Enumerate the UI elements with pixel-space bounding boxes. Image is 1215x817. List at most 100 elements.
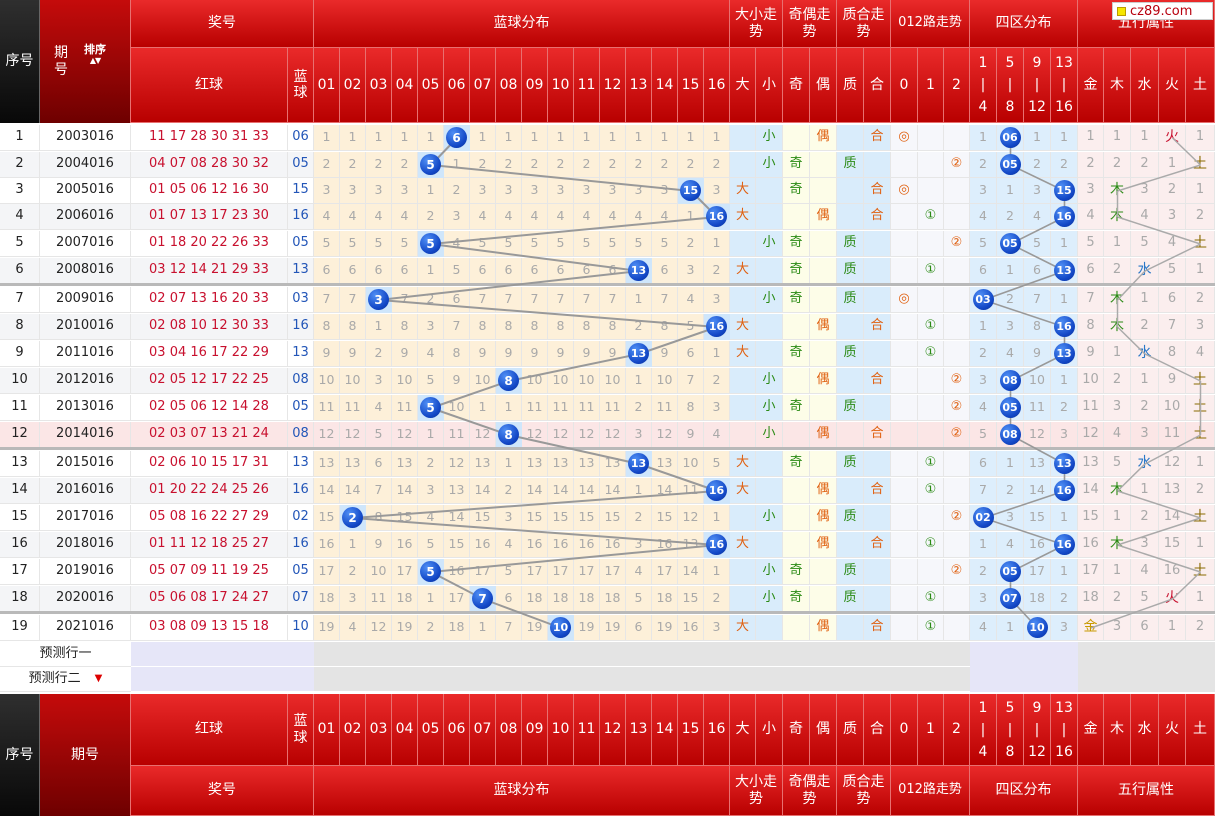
bottom-seq-header: 序号: [0, 694, 40, 816]
blue-miss-cell: 4: [522, 204, 548, 230]
top-num-header-07: 07: [470, 48, 496, 123]
blue-miss-cell: 6: [340, 258, 366, 284]
blue-miss-cell: 9: [652, 341, 678, 367]
blue-miss-cell: 1: [470, 125, 496, 151]
bigsmall-cell: [756, 451, 783, 477]
primecomp-cell: 合: [864, 422, 891, 448]
predict-row-2-grid[interactable]: [314, 667, 970, 692]
predict-row-2-elem[interactable]: [1078, 667, 1215, 692]
primecomp-cell: [864, 231, 891, 257]
oddeven-cell: [810, 152, 837, 178]
primecomp-cell: [864, 559, 891, 585]
element-cell: 土: [1186, 505, 1215, 531]
route012-cell: ◎: [891, 287, 918, 313]
blue-miss-cell: 3: [678, 258, 704, 284]
top-zone-header-0: 1 | 4: [970, 48, 997, 123]
blue-miss-cell: 2: [652, 152, 678, 178]
blue-miss-cell: 2: [704, 586, 730, 612]
element-cell: 水: [1131, 258, 1159, 284]
top-num-header-09: 09: [522, 48, 548, 123]
bigsmall-cell: [756, 204, 783, 230]
blue-miss-cell: 5: [418, 368, 444, 394]
blue-miss-cell: 7: [392, 287, 418, 313]
zone-cell: 2: [1024, 152, 1051, 178]
element-cell: 10: [1159, 395, 1186, 421]
blue-miss-cell: 3: [444, 204, 470, 230]
primecomp-cell: 合: [864, 314, 891, 340]
blue-miss-cell: 6: [548, 258, 574, 284]
top-fourzone-header: 四区分布: [970, 0, 1078, 48]
element-cell: 1: [1131, 368, 1159, 394]
predict-row-1-input-area[interactable]: [131, 642, 314, 667]
blue-miss-cell: 1: [704, 231, 730, 257]
element-cell: 2: [1104, 258, 1131, 284]
bottom-oe-header-1: 偶: [810, 694, 837, 766]
predict-row-1-zone[interactable]: [970, 642, 1078, 667]
top-num-header-02: 02: [340, 48, 366, 123]
arrow-down-icon[interactable]: ▼: [94, 673, 103, 685]
top-oddeven-header: 奇偶走势: [783, 0, 837, 48]
element-cell: 9: [1078, 341, 1104, 367]
element-cell: 8: [1159, 341, 1186, 367]
blue-ball-marker: 13: [628, 343, 649, 364]
sort-button[interactable]: 排序 ▲▼: [84, 43, 106, 66]
element-cell: 火: [1159, 125, 1186, 151]
bigsmall-cell: 大: [730, 451, 756, 477]
element-cell: 1: [1186, 258, 1215, 284]
blue-miss-cell: 2: [418, 451, 444, 477]
bigsmall-cell: 小: [756, 422, 783, 448]
predict-row-1-label[interactable]: 预测行一: [0, 642, 131, 667]
zone-cell: 2: [970, 152, 997, 178]
element-cell: 3: [1131, 422, 1159, 448]
bigsmall-cell: [756, 341, 783, 367]
blue-miss-cell: 4: [496, 532, 522, 558]
element-cell: 木: [1104, 178, 1131, 204]
element-cell: 3: [1104, 395, 1131, 421]
element-cell: 1: [1104, 125, 1131, 151]
predict-row-2-input-area[interactable]: [131, 667, 314, 692]
oddeven-cell: 奇: [783, 178, 810, 204]
blue-miss-cell: 1: [574, 125, 600, 151]
blue-miss-cell: 6: [496, 258, 522, 284]
predict-row-1-grid[interactable]: [314, 642, 970, 667]
element-cell: 11: [1159, 422, 1186, 448]
blue-miss-cell: 8: [470, 314, 496, 340]
brand-badge[interactable]: cz89.com: [1112, 2, 1213, 20]
route012-cell: [944, 125, 970, 151]
top-route-header-2: 2: [944, 48, 970, 123]
primecomp-cell: [864, 287, 891, 313]
zone-cell: 7: [970, 478, 997, 504]
blue-miss-cell: 12: [314, 422, 340, 448]
zone-ball-marker: 03: [972, 289, 994, 310]
zone-header-part: 4: [978, 743, 988, 760]
top-elem-header-0: 金: [1078, 48, 1104, 123]
blue-miss-cell: 8: [600, 314, 626, 340]
blue-miss-cell: 15: [522, 505, 548, 531]
oddeven-cell: [810, 341, 837, 367]
blue-miss-cell: 19: [652, 615, 678, 641]
blue-miss-cell: 12: [522, 422, 548, 448]
row-blue-ball: 13: [288, 258, 314, 284]
row-blue-ball: 03: [288, 287, 314, 313]
row-period: 2014016: [40, 422, 131, 448]
row-red-balls: 02 05 06 12 14 28: [131, 395, 288, 421]
row-seq: 11: [0, 395, 40, 421]
predict-row-2-zone[interactable]: [970, 667, 1078, 692]
oddeven-cell: 奇: [783, 559, 810, 585]
blue-miss-cell: 10: [444, 395, 470, 421]
oddeven-cell: [783, 125, 810, 151]
bottom-elem-header-3: 火: [1159, 694, 1186, 766]
zone-cell: 2: [970, 341, 997, 367]
oddeven-cell: [810, 258, 837, 284]
blue-miss-cell: 12: [600, 422, 626, 448]
blue-miss-cell: 2: [418, 204, 444, 230]
blue-miss-cell: 2: [548, 152, 574, 178]
blue-ball-marker: 2: [342, 507, 363, 528]
bigsmall-cell: 小: [756, 586, 783, 612]
blue-miss-cell: 13: [340, 451, 366, 477]
element-cell: 2: [1131, 395, 1159, 421]
predict-row-1-elem[interactable]: [1078, 642, 1215, 667]
blue-miss-cell: 6: [470, 258, 496, 284]
predict-row-2-label[interactable]: 预测行二 ▼: [0, 667, 131, 692]
zone-cell: 15: [1024, 505, 1051, 531]
